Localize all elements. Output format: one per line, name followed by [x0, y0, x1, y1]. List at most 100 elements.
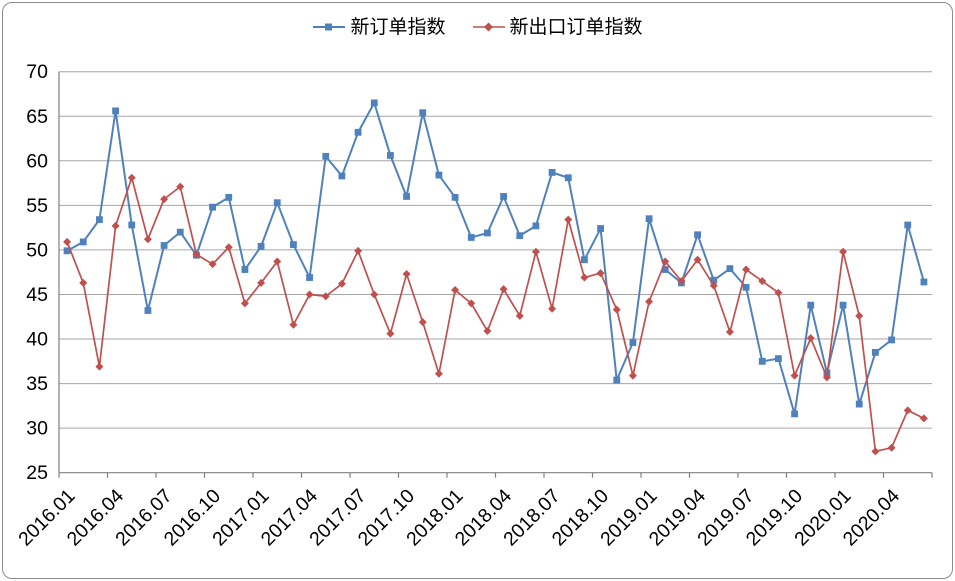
series-marker	[661, 266, 669, 273]
series-marker	[855, 311, 864, 320]
series-marker	[370, 290, 379, 299]
y-axis-tick-label: 65	[26, 106, 48, 128]
y-axis-tick-label: 35	[26, 373, 48, 395]
series-marker	[79, 238, 87, 246]
series-marker	[290, 241, 297, 248]
series-marker	[144, 307, 152, 314]
series-marker	[305, 290, 314, 299]
legend-marker-square-icon	[313, 23, 346, 31]
series-marker	[806, 334, 815, 343]
series-marker	[63, 237, 72, 246]
series-marker	[839, 301, 847, 309]
series-marker	[531, 247, 540, 256]
series-marker	[224, 243, 233, 252]
series-marker	[726, 265, 734, 273]
series-marker	[774, 288, 783, 297]
series-marker	[597, 225, 604, 232]
series-marker	[628, 371, 637, 380]
series-marker	[257, 242, 265, 250]
y-axis-tick-label: 70	[26, 61, 48, 83]
series-marker	[386, 329, 395, 338]
series-marker	[112, 107, 119, 115]
series-marker	[370, 99, 378, 107]
series-marker	[790, 371, 799, 380]
series-marker	[822, 373, 831, 382]
series-marker	[677, 277, 686, 286]
series-marker	[160, 195, 169, 204]
series-marker	[871, 447, 880, 456]
series-marker	[872, 349, 879, 356]
series-marker	[581, 256, 588, 264]
y-axis-tick-label: 50	[26, 239, 48, 261]
series-marker	[176, 182, 185, 191]
series-marker	[111, 221, 120, 230]
series-marker	[451, 193, 459, 201]
series-marker	[337, 279, 346, 288]
series-marker	[613, 376, 621, 384]
series-marker	[548, 304, 557, 313]
series-marker	[467, 299, 476, 308]
series-marker	[451, 286, 460, 295]
series-marker	[919, 414, 928, 423]
series-line-1	[66, 176, 925, 453]
series-marker	[661, 257, 670, 266]
series-marker	[143, 235, 152, 244]
series-marker	[758, 277, 767, 286]
series-marker	[596, 269, 605, 278]
legend-marker-diamond-icon	[472, 22, 505, 32]
y-axis-tick-label: 25	[26, 462, 48, 484]
series-marker	[742, 265, 751, 274]
series-marker	[419, 109, 427, 117]
series-marker	[839, 247, 848, 256]
series-marker	[516, 232, 524, 240]
series-marker	[580, 273, 589, 282]
series-marker	[710, 276, 718, 284]
series-marker	[725, 327, 734, 336]
legend-item-new-export-orders: 新出口订单指数	[472, 18, 643, 37]
series-marker	[791, 410, 798, 418]
series-marker	[128, 221, 136, 229]
chart-legend: 新订单指数 新出口订单指数	[0, 12, 955, 42]
legend-item-new-orders: 新订单指数	[312, 16, 446, 38]
series-marker	[322, 152, 330, 160]
series-marker	[354, 128, 362, 136]
series-marker	[435, 171, 443, 179]
series-marker	[225, 193, 233, 201]
series-marker	[418, 318, 427, 327]
series-marker	[434, 369, 443, 378]
series-marker	[387, 152, 394, 159]
series-marker	[887, 443, 896, 452]
series-marker	[855, 400, 863, 408]
series-marker	[629, 339, 637, 346]
series-marker	[775, 355, 782, 363]
series-marker	[515, 311, 524, 320]
series-marker	[499, 285, 508, 294]
series-marker	[257, 278, 266, 287]
series-marker	[354, 246, 363, 255]
series-marker	[289, 320, 298, 329]
series-marker	[693, 255, 702, 264]
series-marker	[402, 269, 411, 278]
series-marker	[403, 193, 410, 200]
series-marker	[694, 231, 701, 239]
series-marker	[321, 292, 330, 301]
series-marker	[96, 216, 103, 224]
series-marker	[920, 278, 928, 286]
series-marker	[564, 174, 572, 182]
series-marker	[645, 297, 654, 306]
series-marker	[483, 327, 492, 336]
series-marker	[273, 257, 282, 266]
series-marker	[192, 250, 201, 259]
series-marker	[241, 266, 249, 273]
series-marker	[467, 234, 475, 241]
legend-label-new-orders: 新订单指数	[350, 16, 446, 38]
series-marker	[273, 199, 281, 207]
series-marker	[484, 229, 491, 237]
series-marker	[758, 357, 766, 365]
y-axis-tick-label: 45	[26, 284, 48, 306]
series-marker	[79, 278, 88, 287]
series-marker	[532, 222, 540, 230]
series-marker	[208, 260, 217, 269]
series-marker	[240, 299, 249, 308]
